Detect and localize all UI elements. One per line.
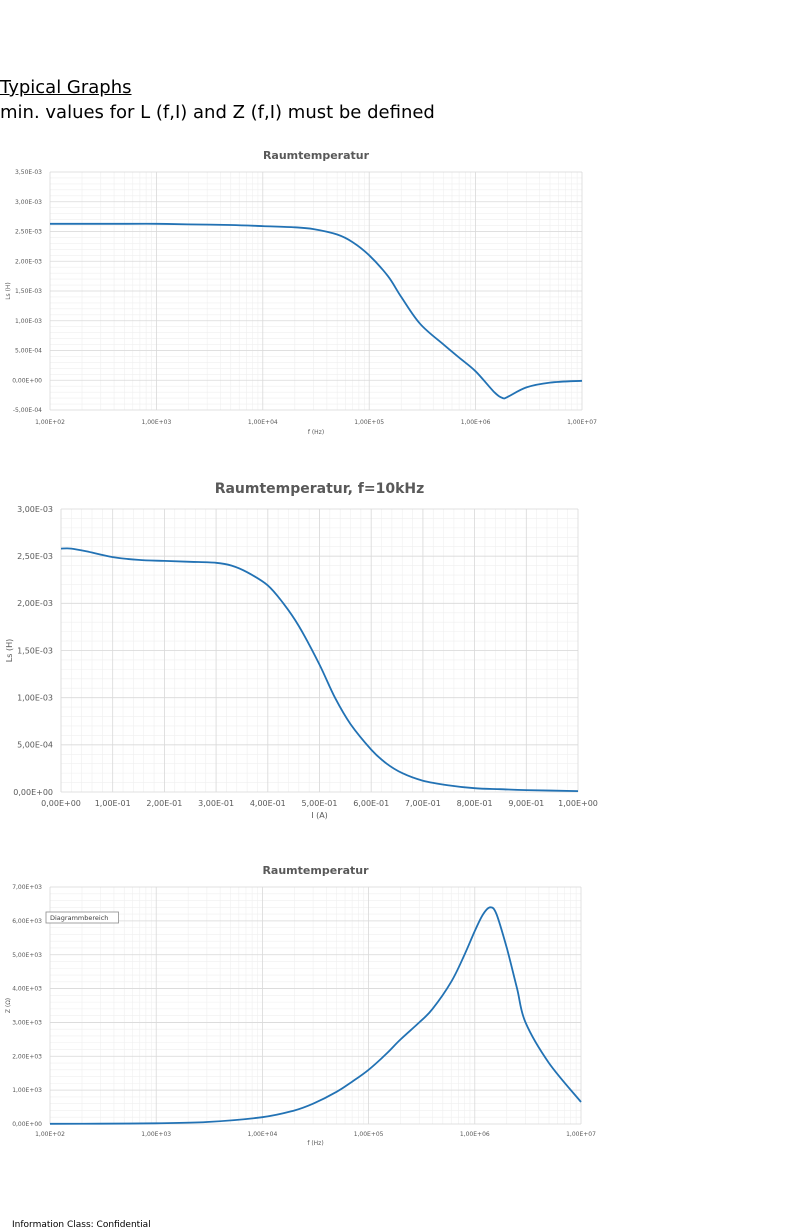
series-line <box>50 222 583 400</box>
x-tick-label: 1,00E+05 <box>354 419 384 426</box>
y-tick-label: 0,00E+00 <box>12 377 42 384</box>
y-tick-label: 2,00E-03 <box>15 258 42 265</box>
y-tick-label: 2,00E+03 <box>12 1053 42 1060</box>
x-tick-label: 1,00E+07 <box>566 1131 596 1138</box>
x-axis-label: f (Hz) <box>307 1140 323 1147</box>
x-tick-label: 1,00E+07 <box>567 419 597 426</box>
y-tick-label: 4,00E+03 <box>12 986 42 993</box>
y-axis-label: Ls (H) <box>5 639 14 662</box>
chart-inductance-vs-frequency: 1,00E+02 1,00E+03 1,00E+04 1,00E+05 1,00E+06… <box>5 149 597 436</box>
chart-title: Raumtemperatur <box>263 149 370 162</box>
y-tick-label: 5,00E-04 <box>17 741 53 750</box>
y-tick-label: 2,50E-03 <box>17 552 53 561</box>
y-tick-label: 1,50E-03 <box>15 288 42 295</box>
y-tick-label: 3,00E-03 <box>17 505 53 514</box>
x-tick-label: 1,00E+02 <box>35 1131 65 1138</box>
chart-inductance-vs-current: 0,00E+00 1,00E-01 2,00E-01 3,00E-01 4,00E-01… <box>5 481 598 820</box>
series-line <box>49 906 582 1125</box>
tooltip-box <box>45 911 119 924</box>
chart-area-tooltip: Diagrammbereich <box>45 911 119 924</box>
x-tick-label: 1,00E+05 <box>354 1131 384 1138</box>
x-tick-label: 1,00E-01 <box>95 799 131 808</box>
y-tick-label: 3,50E-03 <box>15 169 42 176</box>
y-tick-label: 2,50E-03 <box>15 229 42 236</box>
y-tick-label: 6,00E+03 <box>12 918 42 925</box>
y-tick-label: 1,50E-03 <box>17 646 53 655</box>
x-tick-label: 1,00E+06 <box>460 1131 490 1138</box>
y-tick-label: 2,00E-03 <box>17 599 53 608</box>
y-tick-label: 1,00E-03 <box>15 318 42 325</box>
x-tick-label: 1,00E+06 <box>461 419 491 426</box>
x-tick-label: 0,00E+00 <box>41 799 81 808</box>
x-tick-label: 9,00E-01 <box>508 799 544 808</box>
y-tick-label: -5,00E-04 <box>13 407 42 414</box>
x-tick-label: 1,00E+00 <box>558 799 598 808</box>
y-tick-label: 5,00E-04 <box>15 348 42 355</box>
x-tick-label: 8,00E-01 <box>457 799 493 808</box>
x-tick-label: 3,00E-01 <box>198 799 234 808</box>
x-tick-label: 6,00E-01 <box>353 799 389 808</box>
x-tick-label: 1,00E+04 <box>248 419 278 426</box>
subheading: min. values for L (f,I) and Z (f,I) must… <box>0 102 435 123</box>
y-tick-label: 1,00E-03 <box>17 693 53 702</box>
x-tick-label: 2,00E-01 <box>146 799 182 808</box>
heading: Typical Graphs <box>0 77 132 98</box>
y-axis-label: Z (Ω) <box>5 998 12 1013</box>
x-tick-label: 1,00E+04 <box>247 1131 277 1138</box>
y-tick-label: 3,00E-03 <box>15 199 42 206</box>
x-tick-label: 4,00E-01 <box>250 799 286 808</box>
y-tick-label: 5,00E+03 <box>12 952 42 959</box>
y-tick-label: 7,00E+03 <box>12 884 42 891</box>
y-tick-label: 0,00E+00 <box>12 1121 42 1128</box>
x-tick-label: 7,00E-01 <box>405 799 441 808</box>
chart-title: Raumtemperatur <box>262 864 369 877</box>
footer-classification: Information Class: Confidential <box>12 1220 151 1230</box>
x-axis-label: I (A) <box>311 811 328 820</box>
series-line <box>60 547 579 792</box>
chart-impedance-vs-frequency: 1,00E+02 1,00E+03 1,00E+04 1,00E+05 1,00E+06… <box>5 864 596 1147</box>
chart-title: Raumtemperatur, f=10kHz <box>215 481 425 497</box>
x-tick-label: 1,00E+03 <box>141 419 171 426</box>
x-tick-label: 1,00E+03 <box>141 1131 171 1138</box>
y-tick-label: 3,00E+03 <box>12 1020 42 1027</box>
x-axis-label: f (Hz) <box>308 429 324 436</box>
y-tick-label: 0,00E+00 <box>13 788 53 797</box>
y-axis-label: Ls (H) <box>5 282 12 300</box>
x-tick-label: 5,00E-01 <box>302 799 338 808</box>
tooltip-text: Diagrammbereich <box>50 914 108 922</box>
x-tick-label: 1,00E+02 <box>35 419 65 426</box>
y-tick-label: 1,00E+03 <box>12 1087 42 1094</box>
